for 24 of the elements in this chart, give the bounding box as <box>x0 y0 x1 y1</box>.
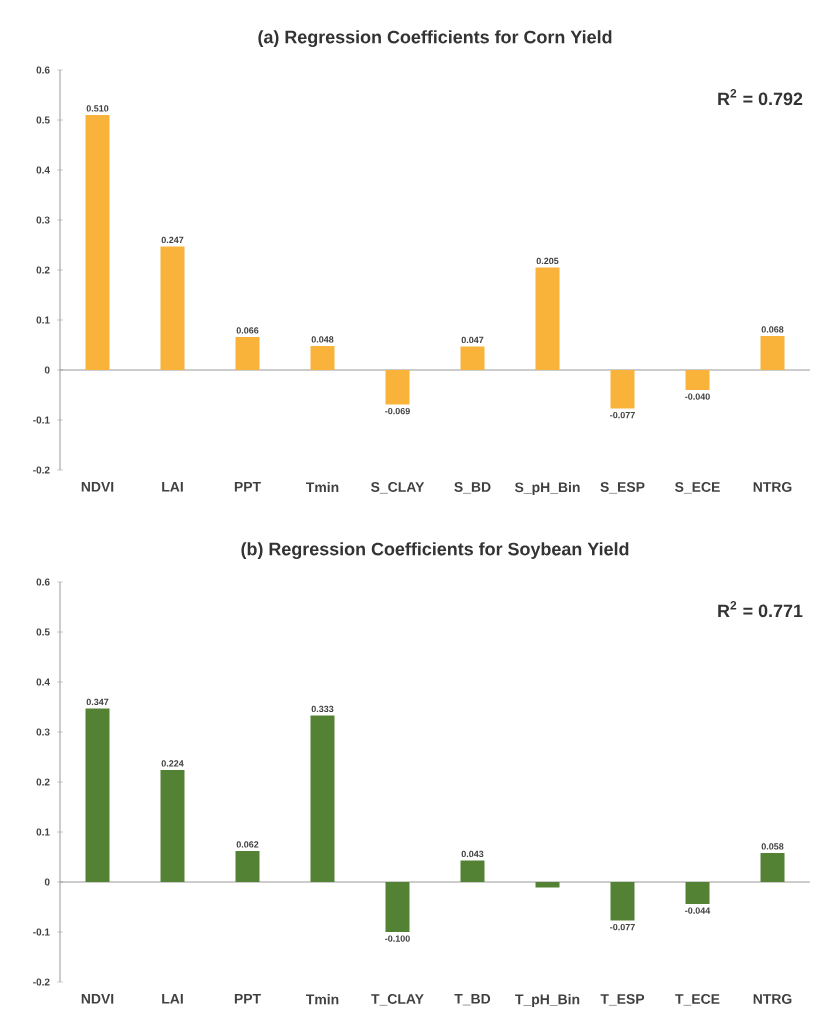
bar <box>235 851 260 882</box>
bar <box>85 708 110 882</box>
bar <box>685 882 710 904</box>
chart-title: (a) Regression Coefficients for Corn Yield <box>258 30 612 48</box>
bar <box>85 115 110 370</box>
bar <box>460 860 485 882</box>
bar <box>235 336 260 370</box>
bar <box>760 853 785 882</box>
chart-title: (b) Regression Coefficients for Soybean Yield <box>241 542 629 560</box>
bar <box>160 246 185 370</box>
bar <box>685 369 710 390</box>
bar <box>535 882 560 888</box>
bar <box>760 335 785 370</box>
bar <box>385 882 410 932</box>
bar <box>610 369 635 409</box>
bar <box>385 369 410 405</box>
annotation: R$^{2}$ = 0.771 <box>718 601 803 618</box>
bar <box>610 882 635 921</box>
bar <box>160 770 185 882</box>
bar <box>310 715 335 882</box>
annotation: R$^{2}$ = 0.792 <box>718 89 803 106</box>
bar <box>460 346 485 370</box>
bar <box>310 345 335 370</box>
bar <box>535 267 560 370</box>
